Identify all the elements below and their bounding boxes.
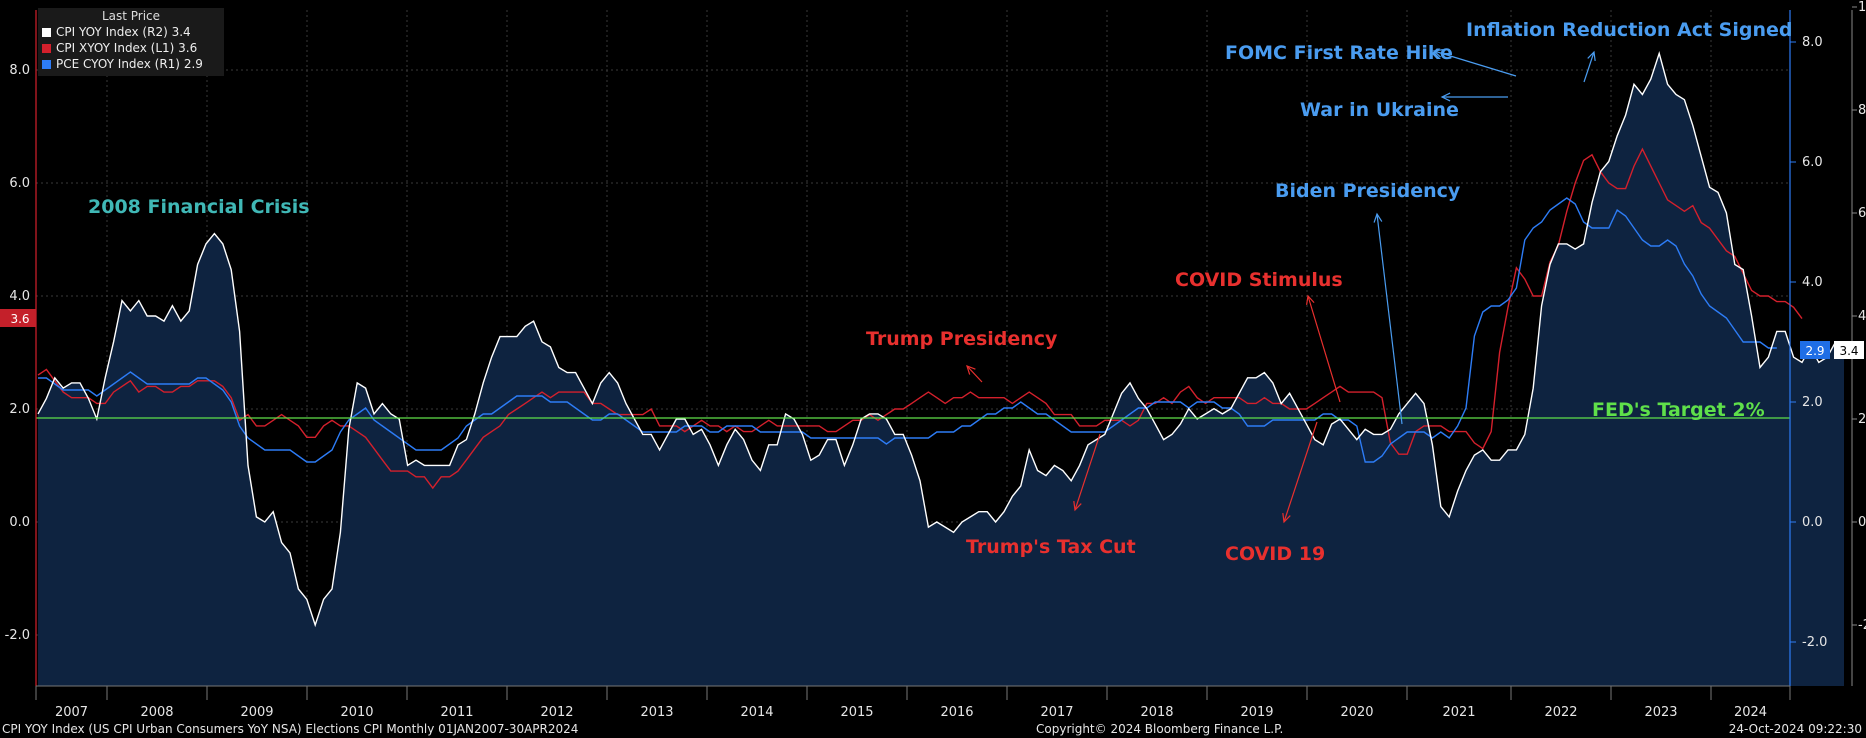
arrow-covid-19-head xyxy=(1282,512,1291,524)
annotation-label: Biden Presidency xyxy=(1275,180,1461,202)
annotation-label: Inflation Reduction Act Signed xyxy=(1466,19,1792,41)
arrow-trump-tax-cut-head xyxy=(1073,500,1082,512)
legend-item-cpi-yoy: CPI YOY Index (R2) 3.4 xyxy=(38,24,224,40)
arrow-ira-signed-head xyxy=(1587,50,1596,62)
x-tick-label: 2009 xyxy=(240,705,273,720)
x-tick-label: 2022 xyxy=(1544,705,1577,720)
arrow-covid-stimulus xyxy=(1307,295,1341,403)
series-layer xyxy=(36,50,1845,686)
arrow-covid-19 xyxy=(1283,421,1318,523)
x-tick-label: 2010 xyxy=(340,705,373,720)
right2-tick-label: 10.0 xyxy=(1858,0,1866,15)
footer-source: CPI YOY Index (US CPI Urban Consumers Yo… xyxy=(2,722,579,736)
annotation-label: 2008 Financial Crisis xyxy=(88,196,310,218)
annotation-label: COVID Stimulus xyxy=(1175,269,1343,291)
right2-tick-label: -2.0 xyxy=(1858,618,1866,633)
arrow-ira-signed xyxy=(1583,51,1595,83)
arrow-biden-presidency-head xyxy=(1373,212,1383,223)
legend-item-pce-cyoy: PCE CYOY Index (R1) 2.9 xyxy=(38,56,224,72)
x-tick-label: 2021 xyxy=(1442,705,1475,720)
legend-header: Last Price xyxy=(101,9,161,23)
x-tick-label: 2023 xyxy=(1644,705,1677,720)
right1-tick-label: 4.0 xyxy=(1802,275,1823,290)
left-value-badge xyxy=(0,309,36,327)
right2-value-badge-text: 3.4 xyxy=(1839,344,1858,358)
legend-label: CPI XYOY Index (L1) xyxy=(56,41,175,55)
axes: 8.0 6.0 4.0 2.0 0.0 -2.0 8.0 6.0 4.0 2.0 0.0 -2.0 10… xyxy=(0,0,1866,720)
arrow-trump-tax-cut xyxy=(1074,433,1101,511)
x-tick-label: 2020 xyxy=(1340,705,1373,720)
annotation-label: War in Ukraine xyxy=(1300,99,1459,121)
legend-swatch xyxy=(42,60,51,69)
annotations: 2008 Financial Crisis Trump Presidency Tru… xyxy=(88,19,1792,565)
left-tick-label: 8.0 xyxy=(9,63,30,78)
arrow-war-in-ukraine-head xyxy=(1440,92,1451,102)
x-tick-label: 2019 xyxy=(1240,705,1273,720)
annotation-label: COVID 19 xyxy=(1225,543,1325,565)
cpi-yoy-area xyxy=(38,53,1844,686)
right1-value-badge-text: 2.9 xyxy=(1805,344,1824,358)
x-tick-label: 2011 xyxy=(440,705,473,720)
legend-swatch xyxy=(42,28,51,37)
x-tick-label: 2015 xyxy=(840,705,873,720)
x-tick-label: 2008 xyxy=(140,705,173,720)
right1-tick-label: 6.0 xyxy=(1802,155,1823,170)
x-tick-label: 2024 xyxy=(1734,705,1767,720)
x-tick-label: 2017 xyxy=(1040,705,1073,720)
x-tick-label: 2013 xyxy=(640,705,673,720)
cpi-yoy-line xyxy=(37,50,1845,628)
legend-label: CPI YOY Index (R2) xyxy=(56,25,168,39)
right2-tick-label: 0.0 xyxy=(1858,515,1866,530)
left-tick-label: -2.0 xyxy=(5,628,30,643)
pce-cyoy-line xyxy=(38,197,1777,463)
x-tick-label: 2014 xyxy=(740,705,773,720)
left-value-badge-text: 3.6 xyxy=(10,312,29,326)
annotation-label: Trump Presidency xyxy=(866,328,1058,350)
right2-tick-label: 2.0 xyxy=(1858,412,1866,427)
left-tick-label: 2.0 xyxy=(9,402,30,417)
annotation-label: Trump's Tax Cut xyxy=(966,536,1136,558)
x-tick-label: 2016 xyxy=(940,705,973,720)
legend-value: 3.4 xyxy=(171,25,191,39)
arrow-biden-presidency xyxy=(1376,213,1403,425)
x-tick-label: 2018 xyxy=(1140,705,1173,720)
legend-swatch xyxy=(42,44,51,53)
fed-target-label: FED's Target 2% xyxy=(1592,399,1765,421)
annotation-label: FOMC First Rate Hike xyxy=(1225,42,1453,64)
right1-tick-label: 8.0 xyxy=(1802,35,1823,50)
legend-value: 2.9 xyxy=(183,57,203,71)
right1-value-badge xyxy=(1800,341,1830,359)
arrow-covid-stimulus-head xyxy=(1306,294,1315,305)
right2-tick-label: 4.0 xyxy=(1858,309,1866,324)
arrow-trump-presidency-head xyxy=(966,364,976,375)
right2-value-badge xyxy=(1834,341,1864,359)
footer-timestamp: 24-Oct-2024 09:22:30 xyxy=(1728,722,1862,736)
legend-item-cpi-xyoy: CPI XYOY Index (L1) 3.6 xyxy=(38,40,224,56)
arrow-fomc-rate-hike-head xyxy=(1432,49,1443,58)
footer-copyright: Copyright© 2024 Bloomberg Finance L.P. xyxy=(1036,722,1284,736)
right1-tick-label: 2.0 xyxy=(1802,395,1823,410)
arrow-trump-presidency xyxy=(966,365,983,383)
left-tick-label: 6.0 xyxy=(9,176,30,191)
right1-tick-label: 0.0 xyxy=(1802,515,1823,530)
legend-label: PCE CYOY Index (R1) xyxy=(56,57,180,71)
arrow-fomc-rate-hike xyxy=(1433,50,1517,77)
cpi-xyoy-line xyxy=(37,147,1803,490)
left-tick-label: 4.0 xyxy=(9,289,30,304)
right2-tick-label: 8.0 xyxy=(1858,103,1866,118)
legend-value: 3.6 xyxy=(178,41,198,55)
x-tick-label: 2012 xyxy=(540,705,573,720)
legend: Last Price CPI YOY Index (R2) 3.4 CPI XY… xyxy=(38,8,224,76)
right2-tick-label: 6.0 xyxy=(1858,206,1866,221)
right1-tick-label: -2.0 xyxy=(1802,635,1827,650)
x-tick-label: 2007 xyxy=(55,705,88,720)
left-tick-label: 0.0 xyxy=(9,515,30,530)
